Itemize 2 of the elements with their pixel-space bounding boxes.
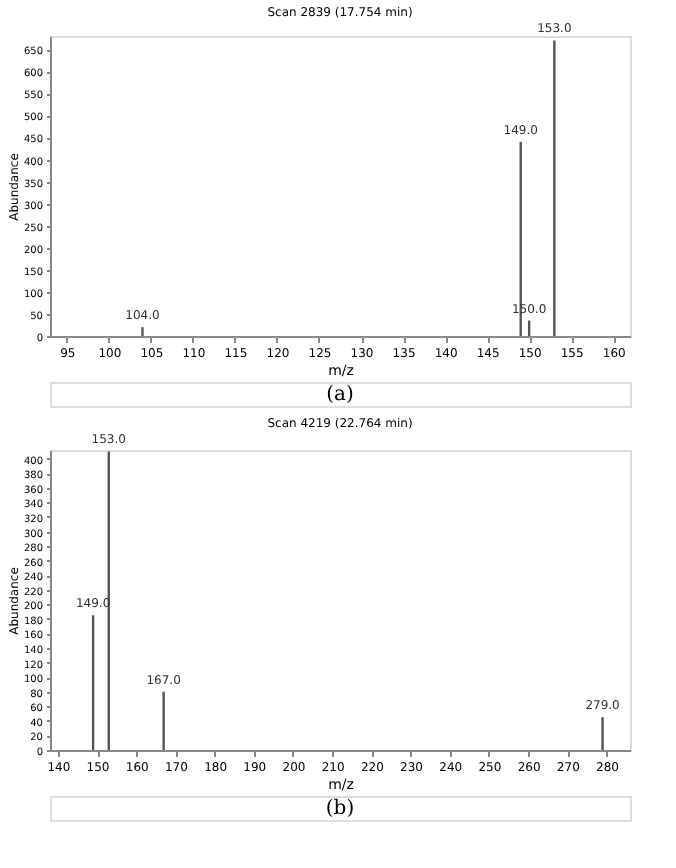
text: (b) [325,798,355,820]
text: (a) [326,384,354,406]
